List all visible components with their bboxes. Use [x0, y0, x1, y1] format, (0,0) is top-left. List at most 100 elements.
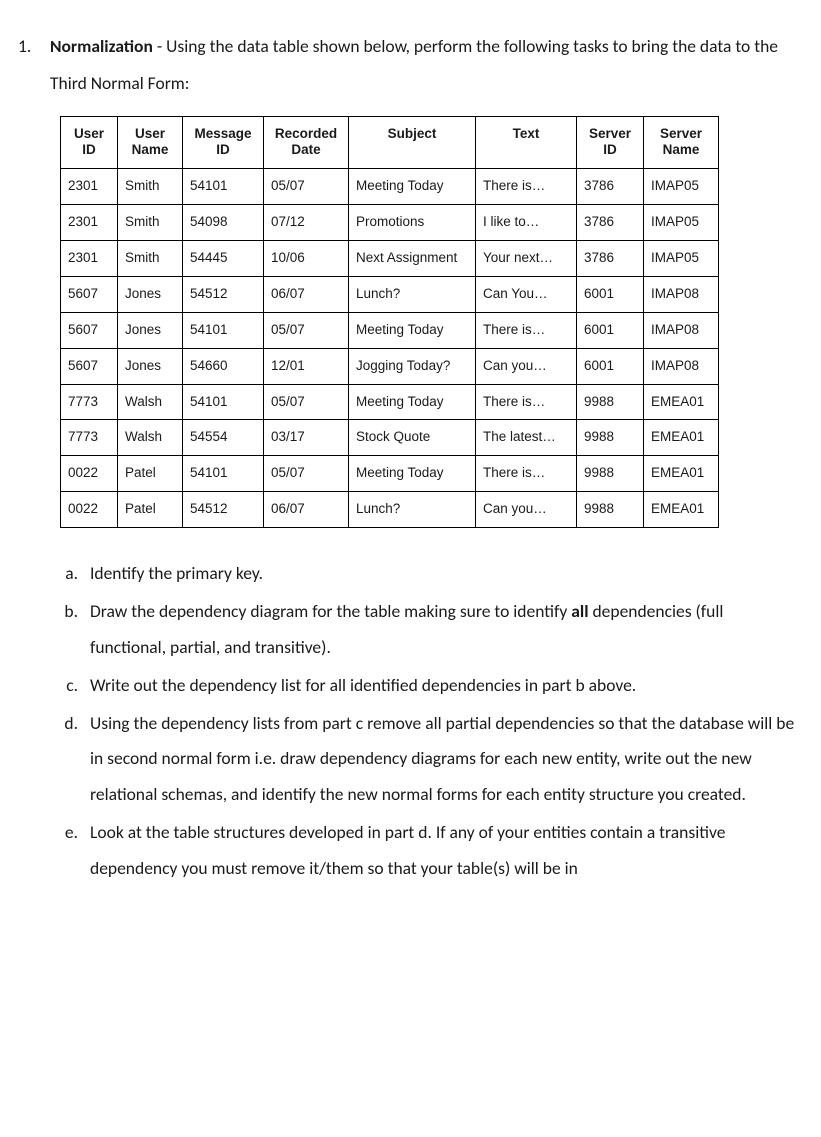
table-cell: 3786 [577, 241, 644, 277]
table-row: 0022Patel5451206/07Lunch?Can you…9988EME… [61, 492, 719, 528]
table-cell: 07/12 [264, 205, 349, 241]
table-cell: 05/07 [264, 312, 349, 348]
table-cell: Lunch? [349, 276, 476, 312]
table-row: 2301Smith5444510/06Next AssignmentYour n… [61, 241, 719, 277]
table-cell: Meeting Today [349, 456, 476, 492]
table-cell: Jones [118, 312, 183, 348]
table-header-row: User ID User Name Message ID Recorded Da… [61, 116, 719, 169]
data-table-wrap: User ID User Name Message ID Recorded Da… [60, 116, 803, 529]
table-cell: 54512 [183, 276, 264, 312]
table-cell: 03/17 [264, 420, 349, 456]
table-row: 5607Jones5451206/07Lunch?Can You…6001IMA… [61, 276, 719, 312]
table-cell: EMEA01 [644, 384, 719, 420]
table-cell: 54101 [183, 169, 264, 205]
table-cell: 5607 [61, 312, 118, 348]
col-header: User ID [61, 116, 118, 169]
question-number: 1. [18, 28, 46, 65]
table-cell: 2301 [61, 205, 118, 241]
table-row: 7773Walsh5455403/17Stock QuoteThe latest… [61, 420, 719, 456]
table-cell: Meeting Today [349, 169, 476, 205]
subq-a: Identify the primary key. [82, 556, 803, 592]
question-intro: 1. Normalization - Using the data table … [18, 28, 803, 102]
table-cell: 12/01 [264, 348, 349, 384]
table-row: 5607Jones5410105/07Meeting TodayThere is… [61, 312, 719, 348]
table-cell: Stock Quote [349, 420, 476, 456]
table-cell: EMEA01 [644, 420, 719, 456]
table-cell: 9988 [577, 492, 644, 528]
table-cell: 9988 [577, 456, 644, 492]
col-header: User Name [118, 116, 183, 169]
table-cell: 7773 [61, 384, 118, 420]
table-cell: 54101 [183, 384, 264, 420]
table-cell: Patel [118, 492, 183, 528]
table-cell: 6001 [577, 312, 644, 348]
table-cell: Walsh [118, 384, 183, 420]
table-cell: 54554 [183, 420, 264, 456]
table-cell: Promotions [349, 205, 476, 241]
table-cell: 54445 [183, 241, 264, 277]
sub-questions: Identify the primary key. Draw the depen… [56, 556, 803, 887]
table-cell: Can you… [476, 492, 577, 528]
table-cell: 9988 [577, 420, 644, 456]
table-cell: Can You… [476, 276, 577, 312]
table-cell: IMAP08 [644, 312, 719, 348]
table-cell: Meeting Today [349, 312, 476, 348]
data-table: User ID User Name Message ID Recorded Da… [60, 116, 719, 529]
table-cell: 05/07 [264, 456, 349, 492]
table-cell: Smith [118, 205, 183, 241]
table-row: 2301Smith5409807/12PromotionsI like to…3… [61, 205, 719, 241]
table-cell: 0022 [61, 456, 118, 492]
table-cell: Jones [118, 348, 183, 384]
question-title: Normalization [50, 35, 153, 57]
table-cell: 6001 [577, 276, 644, 312]
table-cell: There is… [476, 169, 577, 205]
table-cell: 2301 [61, 241, 118, 277]
subq-b-bold: all [571, 600, 588, 622]
table-cell: 54101 [183, 456, 264, 492]
table-cell: 3786 [577, 169, 644, 205]
table-cell: 54512 [183, 492, 264, 528]
table-cell: 05/07 [264, 169, 349, 205]
table-cell: I like to… [476, 205, 577, 241]
table-cell: 06/07 [264, 276, 349, 312]
table-cell: EMEA01 [644, 456, 719, 492]
subq-b-pre: Draw the dependency diagram for the tabl… [90, 600, 571, 622]
col-header: Subject [349, 116, 476, 169]
table-cell: There is… [476, 384, 577, 420]
table-cell: 5607 [61, 276, 118, 312]
table-cell: IMAP08 [644, 276, 719, 312]
col-header: Message ID [183, 116, 264, 169]
table-cell: IMAP08 [644, 348, 719, 384]
table-cell: Walsh [118, 420, 183, 456]
col-header: Recorded Date [264, 116, 349, 169]
table-cell: 5607 [61, 348, 118, 384]
table-cell: 9988 [577, 384, 644, 420]
table-cell: 7773 [61, 420, 118, 456]
subq-c: Write out the dependency list for all id… [82, 668, 803, 704]
table-row: 0022Patel5410105/07Meeting TodayThere is… [61, 456, 719, 492]
table-cell: The latest… [476, 420, 577, 456]
subq-d: Using the dependency lists from part c r… [82, 706, 803, 814]
table-cell: Meeting Today [349, 384, 476, 420]
table-row: 2301Smith5410105/07Meeting TodayThere is… [61, 169, 719, 205]
table-cell: Smith [118, 169, 183, 205]
table-cell: 3786 [577, 205, 644, 241]
question-intro-text: - Using the data table shown below, perf… [50, 35, 778, 94]
table-cell: Next Assignment [349, 241, 476, 277]
table-cell: EMEA01 [644, 492, 719, 528]
col-header: Server Name [644, 116, 719, 169]
table-cell: Your next… [476, 241, 577, 277]
table-cell: Patel [118, 456, 183, 492]
table-cell: IMAP05 [644, 169, 719, 205]
col-header: Text [476, 116, 577, 169]
table-cell: 54101 [183, 312, 264, 348]
table-cell: 54660 [183, 348, 264, 384]
table-cell: There is… [476, 456, 577, 492]
table-row: 7773Walsh5410105/07Meeting TodayThere is… [61, 384, 719, 420]
table-cell: IMAP05 [644, 241, 719, 277]
table-cell: Jones [118, 276, 183, 312]
table-cell: 0022 [61, 492, 118, 528]
table-body: 2301Smith5410105/07Meeting TodayThere is… [61, 169, 719, 528]
table-cell: 10/06 [264, 241, 349, 277]
table-row: 5607Jones5466012/01Jogging Today?Can you… [61, 348, 719, 384]
